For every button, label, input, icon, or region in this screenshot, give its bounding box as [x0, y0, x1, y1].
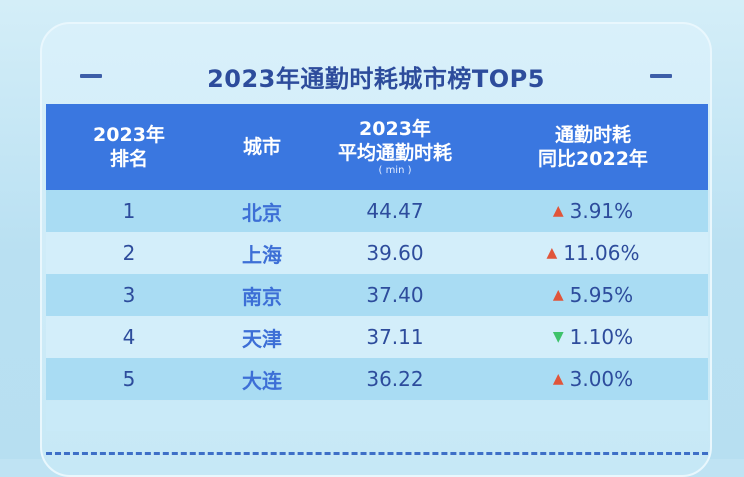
- header-rank-line2: 排名: [109, 148, 148, 170]
- table-row: 4 天津 37.11 ▼ 1.10%: [46, 316, 708, 358]
- header-rank-line1: 2023年: [93, 124, 165, 146]
- rank-cell: 5: [122, 367, 136, 391]
- rank-cell: 4: [122, 325, 136, 349]
- city-cell: 北京: [242, 200, 282, 225]
- arrow-down-icon: ▼: [552, 329, 564, 345]
- time-cell: 37.40: [366, 283, 424, 307]
- city-cell: 天津: [242, 326, 282, 351]
- rank-cell: 2: [122, 241, 136, 265]
- table-row: 5 大连 36.22 ▲ 3.00%: [46, 358, 708, 400]
- city-cell: 南京: [242, 284, 282, 309]
- change-value: 11.06%: [563, 241, 640, 265]
- header-rank: 2023年 排名: [46, 104, 212, 190]
- header-change-line2: 同比2022年: [538, 148, 648, 170]
- ranking-table: 2023年 排名 城市 2023年 平均通勤时耗 ( min ) 通勤时耗 同比…: [46, 104, 708, 400]
- change-cell: ▲ 3.00%: [478, 358, 708, 400]
- time-cell: 37.11: [366, 325, 424, 349]
- rank-cell: 1: [122, 199, 136, 223]
- title-dash-left: [80, 74, 102, 78]
- header-time-unit: ( min ): [378, 165, 412, 176]
- city-cell: 上海: [242, 242, 282, 267]
- table-row: 2 上海 39.60 ▲ 11.06%: [46, 232, 708, 274]
- change-cell: ▲ 11.06%: [478, 232, 708, 274]
- arrow-up-icon: ▲: [552, 203, 564, 219]
- dashed-divider: [46, 452, 708, 455]
- arrow-up-icon: ▲: [552, 287, 564, 303]
- change-cell: ▲ 5.95%: [478, 274, 708, 316]
- change-value: 5.95%: [569, 283, 634, 307]
- change-value: 3.00%: [569, 367, 634, 391]
- change-value: 3.91%: [569, 199, 634, 223]
- time-cell: 39.60: [366, 241, 424, 265]
- time-cell: 44.47: [366, 199, 424, 223]
- change-value: 1.10%: [569, 325, 634, 349]
- table-row: 3 南京 37.40 ▲ 5.95%: [46, 274, 708, 316]
- header-change-line1: 通勤时耗: [554, 124, 631, 146]
- time-cell: 36.22: [366, 367, 424, 391]
- table-footer-strip: [46, 401, 708, 431]
- header-time-line2: 平均通勤时耗: [337, 142, 452, 164]
- city-cell: 大连: [242, 368, 282, 393]
- header-change: 通勤时耗 同比2022年: [478, 104, 708, 190]
- change-cell: ▲ 3.91%: [478, 190, 708, 232]
- header-city-label: 城市: [242, 136, 281, 158]
- arrow-up-icon: ▲: [546, 245, 558, 261]
- table-header: 2023年 排名 城市 2023年 平均通勤时耗 ( min ) 通勤时耗 同比…: [46, 104, 708, 190]
- title-dash-right: [650, 74, 672, 78]
- change-cell: ▼ 1.10%: [478, 316, 708, 358]
- table-row: 1 北京 44.47 ▲ 3.91%: [46, 190, 708, 232]
- header-time: 2023年 平均通勤时耗 ( min ): [312, 104, 478, 190]
- page-title: 2023年通勤时耗城市榜TOP5: [207, 64, 545, 93]
- header-time-line1: 2023年: [359, 118, 431, 140]
- arrow-up-icon: ▲: [552, 371, 564, 387]
- title-row: 2023年通勤时耗城市榜TOP5: [40, 52, 712, 100]
- header-city: 城市: [212, 104, 312, 190]
- rank-cell: 3: [122, 283, 136, 307]
